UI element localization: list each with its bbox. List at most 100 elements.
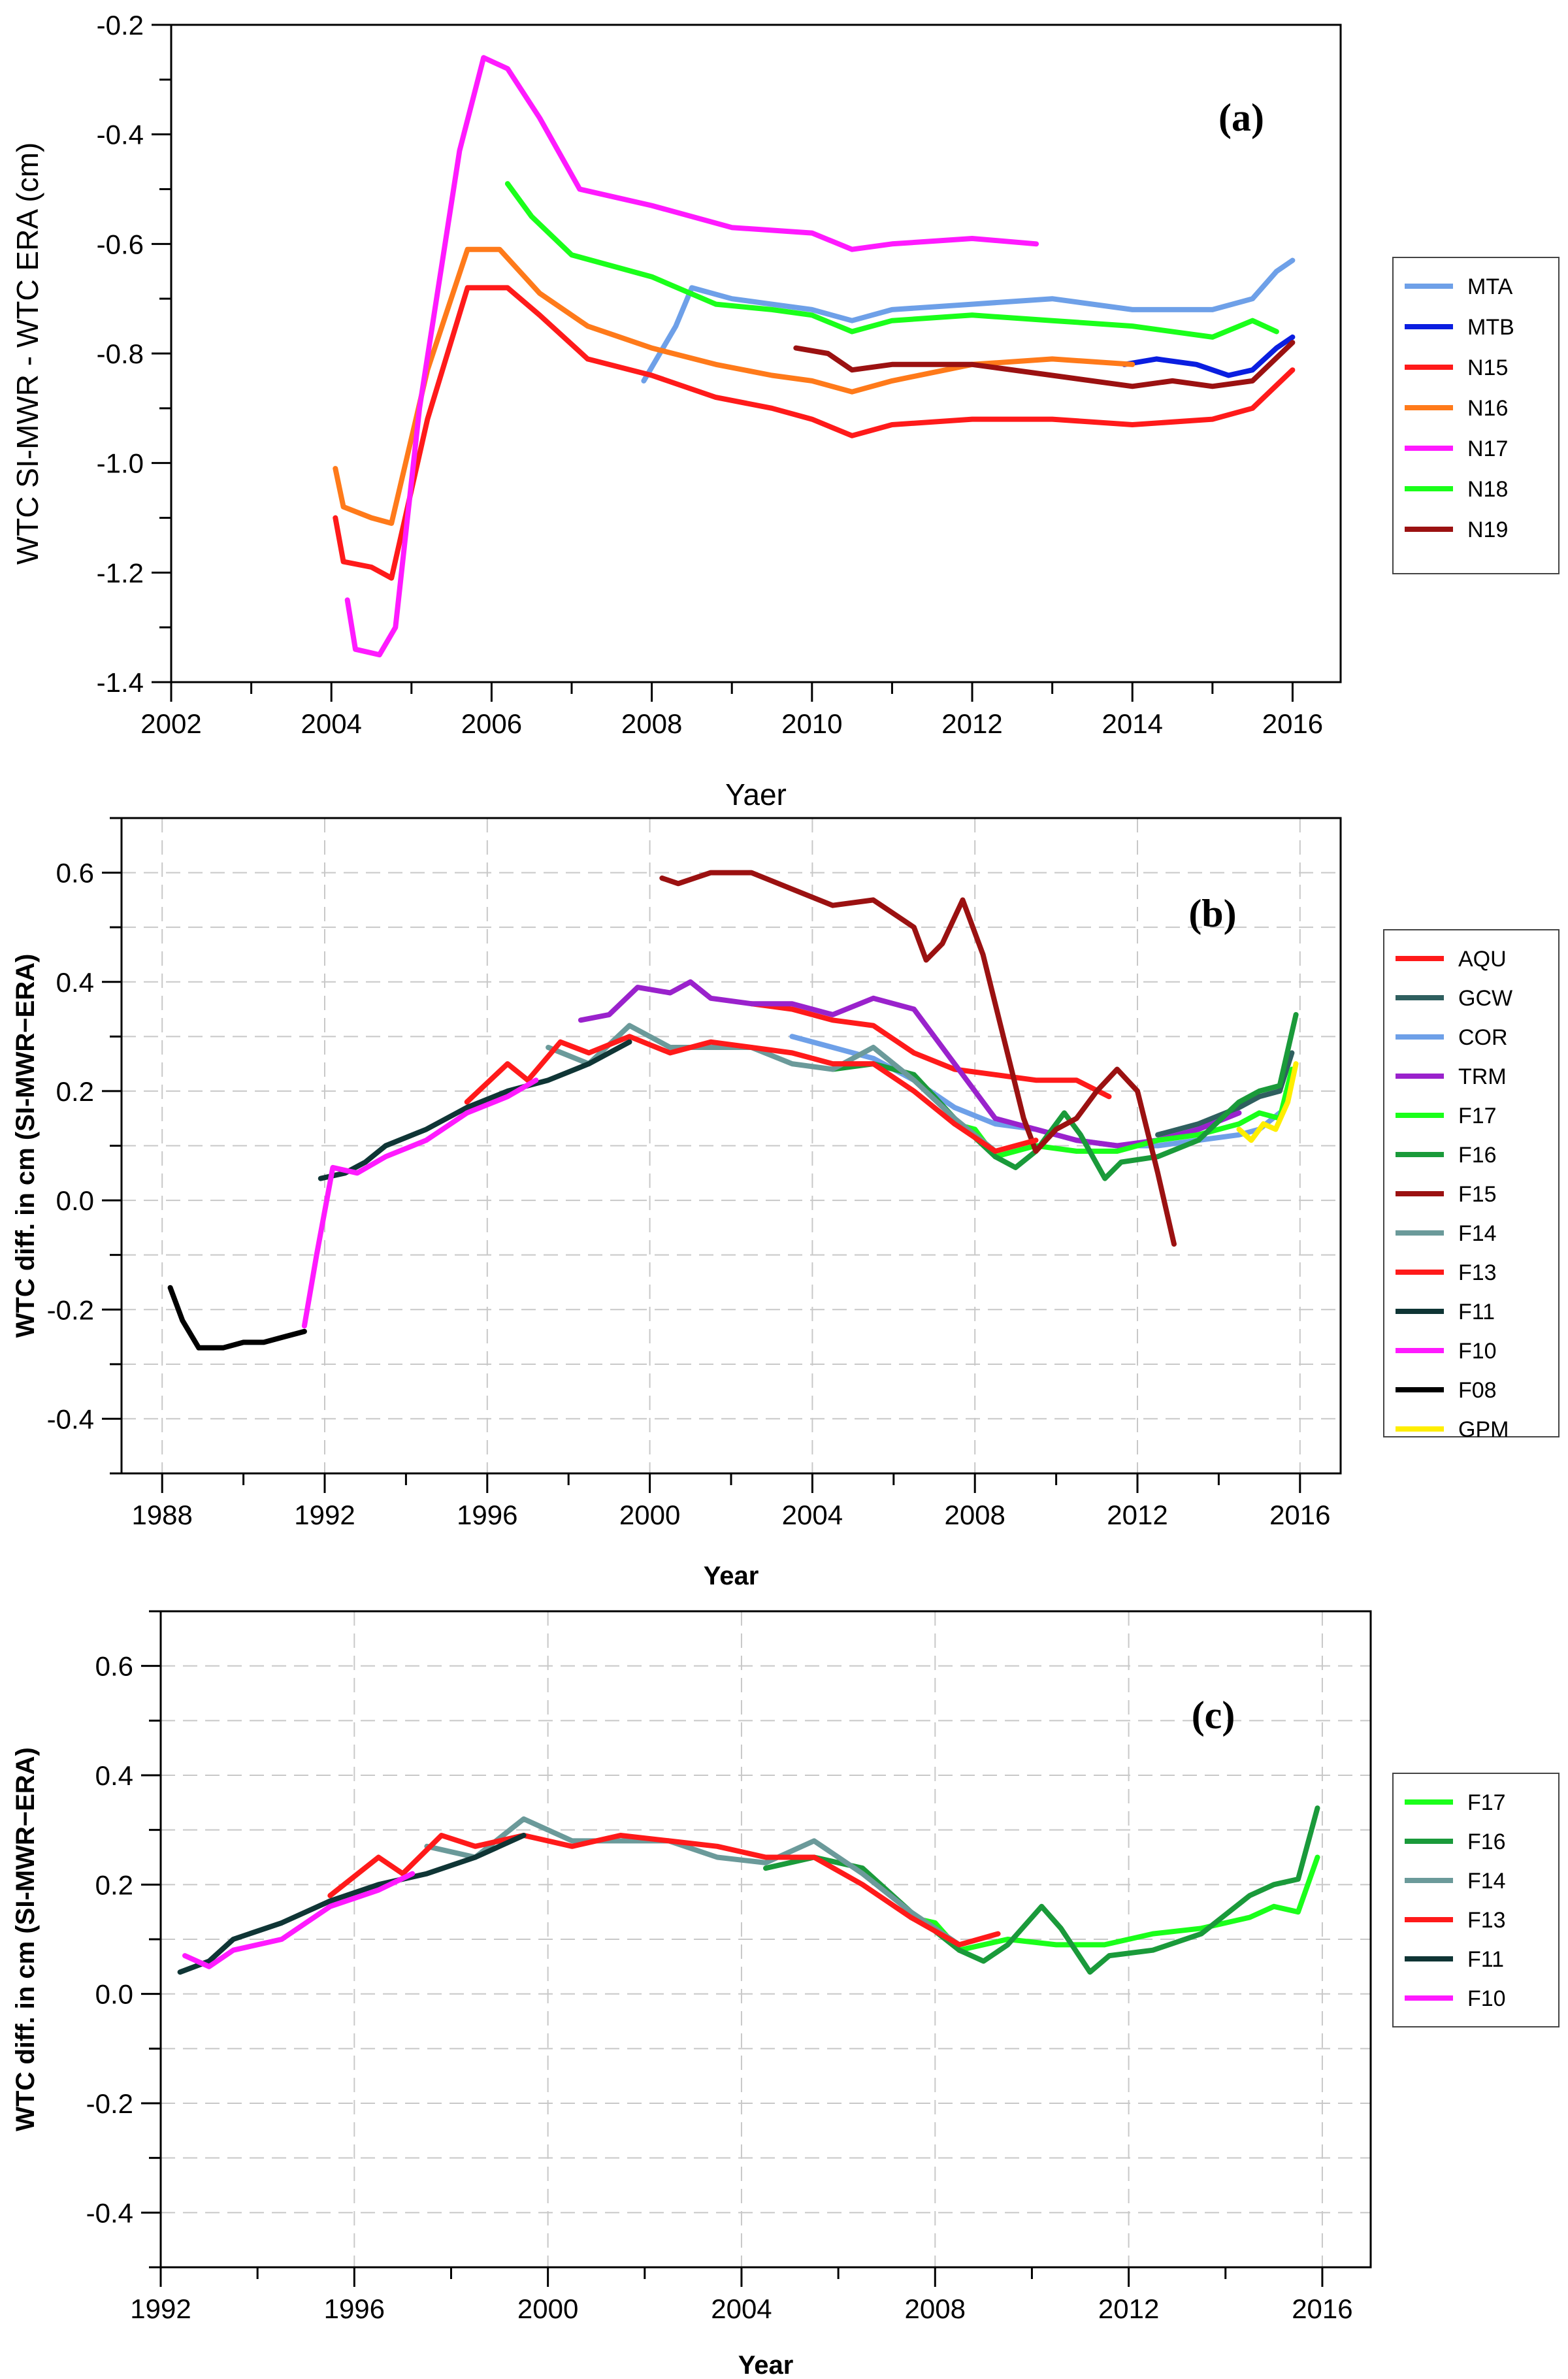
panel-0-legend: MTA MTB N15 N16 N17 N18 N19 [1392, 257, 1560, 574]
x-tick-label: 2000 [619, 1500, 680, 1530]
series-line-gpm [1236, 1061, 1299, 1143]
legend-label-f10: F10 [1467, 1986, 1506, 2011]
x-tick-label: 2004 [782, 1500, 843, 1530]
series-line-f08 [167, 1285, 307, 1351]
panel-2-legend: F17 F16 F14 F13 F11 F10 [1392, 1773, 1560, 2027]
panel-0-panel-label: (a) [1218, 96, 1264, 139]
y-tick-label: 0.0 [56, 1185, 94, 1216]
x-tick-label: 2010 [781, 708, 842, 739]
y-tick-label: 0.2 [56, 1076, 94, 1107]
panel-1-y-axis: -0.4 -0.2 0.0 0.2 0.4 0.6 [47, 817, 122, 1475]
series-line-f14 [546, 1023, 998, 1154]
legend-label-n15: N15 [1467, 355, 1508, 380]
x-tick-label: 2008 [621, 708, 682, 739]
x-tick-label: 2014 [1102, 708, 1163, 739]
x-tick-label: 2002 [140, 708, 201, 739]
legend-label-f13: F13 [1458, 1260, 1497, 1285]
y-tick-label: -1.4 [97, 667, 144, 698]
series-line-f14 [424, 1816, 962, 1948]
panel-0-y-axis-title: WTC SI-MWR - WTC ERA (cm) [10, 142, 44, 565]
panel-1-x-axis: 1988 1992 1996 2000 2004 2008 2012 2016 [131, 1473, 1331, 1530]
panel-2-y-axis-title: WTC diff. in cm (SI-MWR−ERA) [11, 1747, 40, 2131]
y-tick-label: -0.4 [86, 2197, 133, 2228]
x-tick-label: 2000 [517, 2293, 578, 2324]
legend-label-f13: F13 [1467, 1908, 1506, 1933]
x-tick-label: 2008 [944, 1500, 1005, 1530]
panel-c-chart: 1992 1996 2000 2004 2008 2012 2016 -0.4 -0.2 0.0 0… [11, 1610, 1560, 2379]
y-tick-label: -1.0 [97, 448, 144, 479]
legend-label-f10: F10 [1458, 1339, 1497, 1364]
y-tick-label: -0.8 [97, 338, 144, 369]
legend-label-f14: F14 [1467, 1869, 1506, 1894]
panel-0-x-axis-title: Yaer [725, 778, 787, 812]
x-tick-label: 1992 [294, 1500, 355, 1530]
series-line-f13 [327, 1833, 1001, 1948]
x-tick-label: 2012 [1098, 2293, 1159, 2324]
legend-label-gcw: GCW [1458, 986, 1512, 1011]
legend-label-f14: F14 [1458, 1221, 1497, 1246]
legend-label-n18: N18 [1467, 477, 1508, 502]
legend-label-trm: TRM [1458, 1064, 1507, 1089]
panel-2-y-axis: -0.4 -0.2 0.0 0.2 0.4 0.6 [86, 1610, 161, 2269]
panel-0-x-axis: 2002 2004 2006 2008 2010 2012 2014 2016 [140, 682, 1323, 739]
x-tick-label: 2016 [1262, 708, 1323, 739]
panel-a-chart: 2002 2004 2006 2008 2010 2012 2014 2016 -1.4 -1.2… [10, 10, 1560, 812]
y-tick-label: 0.4 [95, 1760, 133, 1791]
y-tick-label: -0.4 [97, 120, 144, 150]
panel-1-y-axis-title: WTC diff. in cm (SI-MWR−ERA) [11, 954, 40, 1338]
series-line-n18 [504, 181, 1279, 340]
x-tick-label: 2004 [301, 708, 361, 739]
y-tick-label: -0.2 [86, 2088, 133, 2119]
legend-label-n19: N19 [1467, 517, 1508, 542]
legend-label-mta: MTA [1467, 274, 1513, 299]
legend-label-f15: F15 [1458, 1182, 1497, 1207]
x-tick-label: 1996 [457, 1500, 517, 1530]
series-line-mtb [1122, 334, 1296, 378]
y-tick-label: 0.4 [56, 967, 94, 998]
series-line-f10 [301, 1077, 539, 1329]
y-tick-label: 0.2 [95, 1869, 133, 1900]
legend-label-cor: COR [1458, 1025, 1508, 1050]
series-line-n19 [793, 340, 1296, 389]
series-line-n16 [333, 246, 1135, 526]
x-tick-label: 2012 [1107, 1500, 1168, 1530]
legend-label-f17: F17 [1467, 1790, 1506, 1815]
panel-b-chart: 1988 1992 1996 2000 2004 2008 2012 2016 -0.4 -0.2… [11, 817, 1560, 1590]
panel-1-panel-label: (b) [1188, 892, 1236, 935]
x-tick-label: 2004 [711, 2293, 772, 2324]
panel-2-x-axis-title: Year [738, 2351, 794, 2379]
y-tick-label: 0.6 [95, 1651, 133, 1682]
series-line-f10 [182, 1871, 416, 1969]
legend-label-f11: F11 [1458, 1300, 1495, 1324]
y-tick-label: -0.4 [47, 1403, 94, 1434]
series-line-trm [578, 979, 1242, 1149]
series-line-n15 [333, 285, 1296, 581]
panel-0-series [333, 55, 1296, 658]
panel-2-x-axis: 1992 1996 2000 2004 2008 2012 2016 [130, 2267, 1353, 2324]
series-line-f11 [318, 1039, 632, 1181]
legend-label-f16: F16 [1458, 1143, 1497, 1168]
legend-box [1392, 1773, 1560, 2027]
series-line-aqu [749, 1001, 1112, 1100]
x-tick-label: 1996 [324, 2293, 385, 2324]
series-line-f11 [177, 1833, 527, 1975]
y-tick-label: -0.2 [97, 10, 144, 41]
legend-label-n16: N16 [1467, 396, 1508, 421]
y-tick-label: 0.0 [95, 1979, 133, 2010]
legend-label-aqu: AQU [1458, 947, 1507, 972]
x-tick-label: 1992 [130, 2293, 191, 2324]
legend-label-gpm: GPM [1458, 1417, 1509, 1442]
legend-label-f08: F08 [1458, 1378, 1497, 1403]
panel-2-series [177, 1805, 1320, 1975]
legend-label-f17: F17 [1458, 1104, 1497, 1128]
series-line-n17 [344, 55, 1039, 658]
legend-label-f11: F11 [1467, 1947, 1504, 1972]
x-tick-label: 2008 [905, 2293, 966, 2324]
legend-label-f16: F16 [1467, 1829, 1506, 1854]
y-tick-label: -0.2 [47, 1294, 94, 1325]
panel-1-series [167, 870, 1299, 1351]
panel-1-legend: AQU GCW COR TRM F17 F16 F15 F14 F13 F11 F10 F08 GPM [1383, 929, 1560, 1442]
y-tick-label: -0.6 [97, 229, 144, 259]
y-tick-label: 0.6 [56, 858, 94, 889]
